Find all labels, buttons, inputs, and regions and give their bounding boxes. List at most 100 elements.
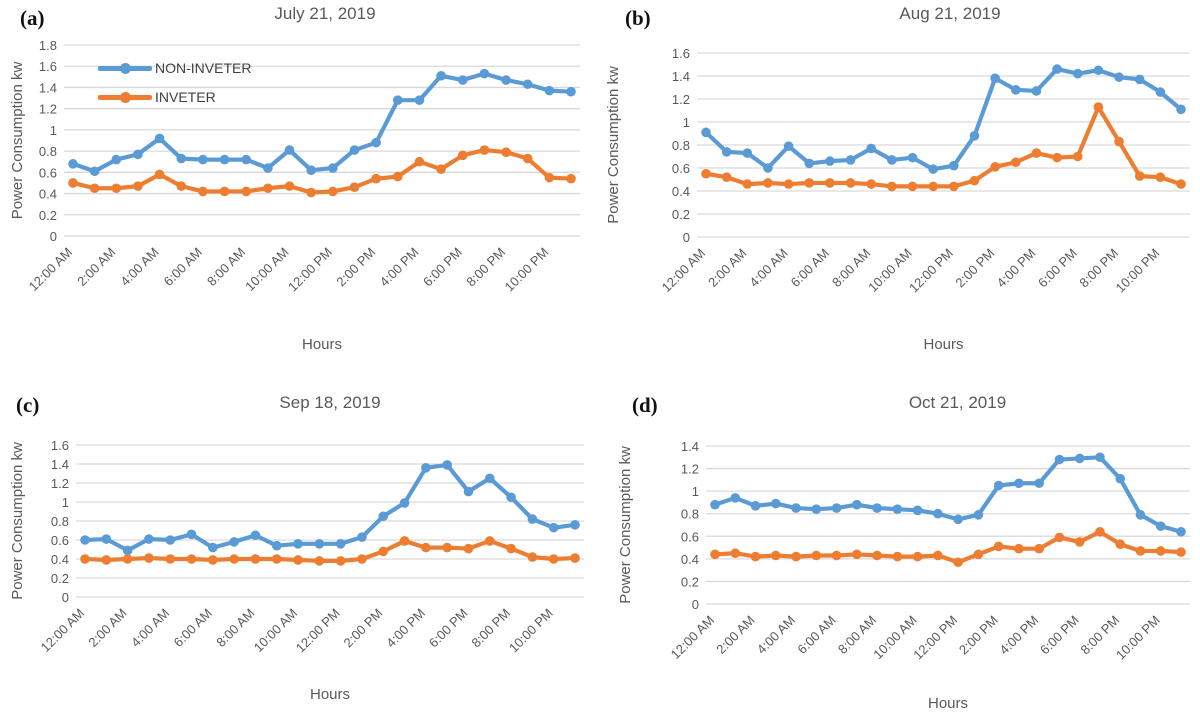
chart-title-b: Aug 21, 2019 xyxy=(899,4,1001,23)
svg-text:10:00 PM: 10:00 PM xyxy=(506,606,556,656)
svg-text:2:00 PM: 2:00 PM xyxy=(333,245,378,290)
panel-label-c: (c) xyxy=(16,393,40,417)
svg-text:0.8: 0.8 xyxy=(681,507,699,522)
svg-text:4:00 AM: 4:00 AM xyxy=(128,606,172,650)
svg-text:0.8: 0.8 xyxy=(39,144,57,159)
legend-label-inveter: INVETER xyxy=(155,89,216,105)
svg-text:0: 0 xyxy=(62,590,69,605)
svg-text:8:00 AM: 8:00 AM xyxy=(204,245,248,289)
svg-text:0.4: 0.4 xyxy=(672,184,690,199)
svg-text:4:00 PM: 4:00 PM xyxy=(377,245,422,290)
panel-label-b: (b) xyxy=(625,6,651,30)
svg-text:1.8: 1.8 xyxy=(39,38,57,53)
svg-text:10:00 PM: 10:00 PM xyxy=(1113,246,1163,296)
svg-text:0.6: 0.6 xyxy=(39,165,57,180)
svg-text:Power Consumption kw: Power Consumption kw xyxy=(617,446,634,604)
svg-text:2:00 PM: 2:00 PM xyxy=(952,246,997,291)
svg-text:Hours: Hours xyxy=(302,336,342,353)
svg-text:1: 1 xyxy=(50,123,57,138)
svg-text:0.6: 0.6 xyxy=(681,529,699,544)
svg-text:1: 1 xyxy=(692,484,699,499)
svg-text:Hours: Hours xyxy=(928,695,968,712)
legend-label-non-inveter: NON-INVETER xyxy=(155,60,252,76)
svg-text:6:00 AM: 6:00 AM xyxy=(171,606,215,650)
svg-text:0.2: 0.2 xyxy=(672,207,690,222)
svg-text:4:00 AM: 4:00 AM xyxy=(754,613,798,657)
svg-text:12:00 AM: 12:00 AM xyxy=(668,613,717,662)
svg-text:0.2: 0.2 xyxy=(51,571,69,586)
svg-text:6:00 PM: 6:00 PM xyxy=(426,606,471,651)
chart-panel-d: (d) Oct 21, 2019 0 0.2 0.4 0.6 0.8 1 1.2 1.4 12:… xyxy=(600,357,1200,714)
legend-item-non-inveter: NON-INVETER xyxy=(98,60,251,76)
chart-panel-a: (a) July 21, 2019 0 0.2 0.4 0.6 0.8 1 1.2 1.4 1.… xyxy=(0,0,600,357)
svg-text:12:00 AM: 12:00 AM xyxy=(659,246,708,295)
svg-text:1.2: 1.2 xyxy=(51,476,69,491)
svg-text:0.2: 0.2 xyxy=(681,574,699,589)
line-chart-d: 0 0.2 0.4 0.6 0.8 1 1.2 1.4 12:00 AM2:00 AM4:00 … xyxy=(617,439,1190,712)
line-chart-a: 0 0.2 0.4 0.6 0.8 1 1.2 1.4 1.6 1.8 12:00 AM2:00 A… xyxy=(9,38,580,353)
svg-text:0.8: 0.8 xyxy=(672,138,690,153)
svg-text:6:00 AM: 6:00 AM xyxy=(161,245,205,289)
svg-text:Power Consumption kw: Power Consumption kw xyxy=(9,442,26,600)
legend-item-inveter: INVETER xyxy=(98,89,251,105)
svg-text:4:00 AM: 4:00 AM xyxy=(746,246,790,290)
svg-text:4:00 PM: 4:00 PM xyxy=(994,246,1039,291)
svg-text:6:00 PM: 6:00 PM xyxy=(420,245,465,290)
svg-text:0.8: 0.8 xyxy=(51,514,69,529)
svg-text:0.4: 0.4 xyxy=(39,187,57,202)
svg-text:1.2: 1.2 xyxy=(39,102,57,117)
svg-text:2:00 AM: 2:00 AM xyxy=(705,246,749,290)
svg-text:0.6: 0.6 xyxy=(672,161,690,176)
svg-text:1.4: 1.4 xyxy=(39,80,57,95)
svg-text:4:00 AM: 4:00 AM xyxy=(117,245,161,289)
svg-text:10:00 AM: 10:00 AM xyxy=(251,606,300,655)
svg-text:6:00 AM: 6:00 AM xyxy=(794,613,838,657)
svg-text:10:00 PM: 10:00 PM xyxy=(1113,613,1163,663)
svg-text:12:00 PM: 12:00 PM xyxy=(906,246,956,296)
svg-text:0: 0 xyxy=(692,597,699,612)
svg-text:0: 0 xyxy=(683,230,690,245)
svg-text:2:00 PM: 2:00 PM xyxy=(956,613,1001,658)
svg-text:1.2: 1.2 xyxy=(672,92,690,107)
line-chart-c: 00.20.40.60.811.21.41.612:00 AM2:00 AM4:… xyxy=(9,438,584,703)
svg-text:Power Consumption kw: Power Consumption kw xyxy=(605,66,622,224)
svg-text:0.2: 0.2 xyxy=(39,208,57,223)
svg-text:0.6: 0.6 xyxy=(51,533,69,548)
svg-text:10:00 AM: 10:00 AM xyxy=(865,246,914,295)
svg-text:2:00 AM: 2:00 AM xyxy=(713,613,757,657)
legend: NON-INVETER INVETER xyxy=(98,60,251,105)
svg-text:6:00 PM: 6:00 PM xyxy=(1035,246,1080,291)
svg-text:2:00 AM: 2:00 AM xyxy=(85,606,129,650)
svg-text:2:00 AM: 2:00 AM xyxy=(74,245,118,289)
svg-text:1: 1 xyxy=(62,495,69,510)
chart-panel-c: (c) Sep 18, 2019 0 0.2 0.4 0.6 0.8 1 1.2 1.4 1.6… xyxy=(0,357,600,714)
svg-text:12:00 AM: 12:00 AM xyxy=(38,606,87,655)
svg-text:0.4: 0.4 xyxy=(681,552,699,567)
panel-label-a: (a) xyxy=(20,6,45,30)
svg-text:Hours: Hours xyxy=(310,686,350,703)
chart-title-a: July 21, 2019 xyxy=(274,4,376,23)
svg-text:1.2: 1.2 xyxy=(681,462,699,477)
svg-text:Power Consumption kw: Power Consumption kw xyxy=(9,62,26,220)
svg-text:1.4: 1.4 xyxy=(681,439,699,454)
svg-text:0: 0 xyxy=(50,229,57,244)
svg-text:1.4: 1.4 xyxy=(51,457,69,472)
svg-text:6:00 AM: 6:00 AM xyxy=(788,246,832,290)
svg-text:10:00 PM: 10:00 PM xyxy=(502,245,552,295)
non-inveter-line-marker-icon xyxy=(98,62,152,74)
chart-title-d: Oct 21, 2019 xyxy=(908,393,1007,412)
svg-text:0.4: 0.4 xyxy=(51,552,69,567)
panel-label-d: (d) xyxy=(632,393,658,417)
svg-text:2:00 PM: 2:00 PM xyxy=(341,606,386,651)
inveter-line-marker-icon xyxy=(98,91,152,103)
chart-title-c: Sep 18, 2019 xyxy=(279,393,381,412)
svg-text:10:00 AM: 10:00 AM xyxy=(242,245,291,294)
svg-text:12:00 PM: 12:00 PM xyxy=(910,613,960,663)
svg-text:1.4: 1.4 xyxy=(672,69,690,84)
svg-text:1: 1 xyxy=(683,115,690,130)
svg-text:1.6: 1.6 xyxy=(672,46,690,61)
svg-text:12:00 AM: 12:00 AM xyxy=(26,245,75,294)
svg-text:1.6: 1.6 xyxy=(39,59,57,74)
line-chart-b: 00.20.40.60.811.21.41.612:00 AM2:00 AM4:… xyxy=(605,46,1190,353)
